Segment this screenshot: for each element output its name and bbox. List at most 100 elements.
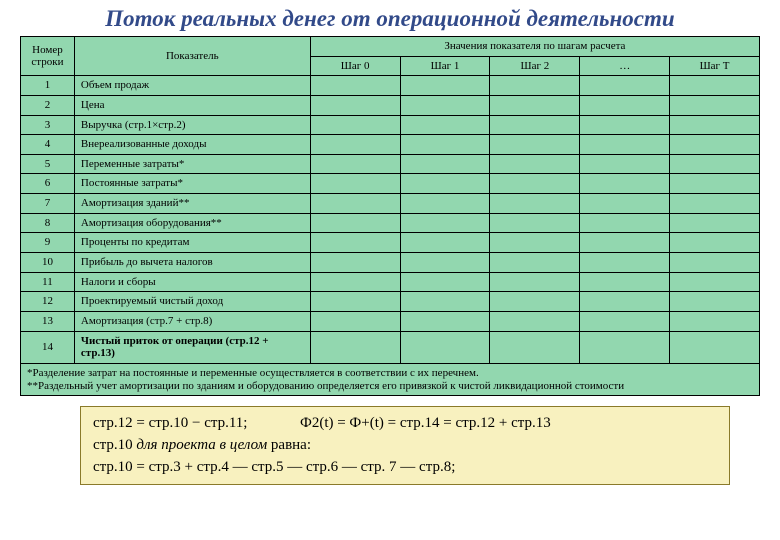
value-cell (400, 194, 490, 214)
table-row: 3Выручка (стр.1×стр.2) (21, 115, 760, 135)
value-cell (670, 115, 760, 135)
cashflow-table: Номер строки Показатель Значения показат… (20, 36, 760, 396)
value-cell (670, 292, 760, 312)
value-cell (670, 272, 760, 292)
value-cell (580, 311, 670, 331)
value-cell (670, 174, 760, 194)
col-header-num: Номер строки (21, 37, 75, 76)
step-header: Шаг 1 (400, 56, 490, 76)
value-cell (400, 135, 490, 155)
value-cell (580, 154, 670, 174)
value-cell (490, 154, 580, 174)
value-cell (310, 76, 400, 96)
value-cell (670, 76, 760, 96)
row-label: Постоянные затраты* (74, 174, 310, 194)
value-cell (400, 331, 490, 363)
value-cell (310, 154, 400, 174)
value-cell (670, 194, 760, 214)
row-number: 8 (21, 213, 75, 233)
value-cell (490, 194, 580, 214)
row-number: 10 (21, 253, 75, 273)
value-cell (670, 233, 760, 253)
row-label: Проценты по кредитам (74, 233, 310, 253)
formula-line-3: стр.10 = стр.3 + стр.4 — стр.5 — стр.6 —… (93, 457, 717, 479)
table-footnote: *Разделение затрат на постоянные и перем… (21, 363, 760, 395)
value-cell (490, 311, 580, 331)
value-cell (310, 331, 400, 363)
value-cell (580, 76, 670, 96)
row-label: Проектируемый чистый доход (74, 292, 310, 312)
value-cell (310, 115, 400, 135)
value-cell (490, 174, 580, 194)
row-number: 14 (21, 331, 75, 363)
row-number: 3 (21, 115, 75, 135)
step-header: Шаг T (670, 56, 760, 76)
value-cell (310, 272, 400, 292)
value-cell (580, 272, 670, 292)
value-cell (490, 76, 580, 96)
value-cell (580, 174, 670, 194)
row-label: Объем продаж (74, 76, 310, 96)
value-cell (490, 135, 580, 155)
step-header: Шаг 0 (310, 56, 400, 76)
col-header-indicator: Показатель (74, 37, 310, 76)
value-cell (580, 292, 670, 312)
value-cell (580, 253, 670, 273)
row-label: Выручка (стр.1×стр.2) (74, 115, 310, 135)
value-cell (580, 331, 670, 363)
value-cell (490, 233, 580, 253)
row-number: 6 (21, 174, 75, 194)
value-cell (490, 331, 580, 363)
row-number: 12 (21, 292, 75, 312)
value-cell (670, 135, 760, 155)
row-label: Амортизация оборудования** (74, 213, 310, 233)
table-row: 11Налоги и сборы (21, 272, 760, 292)
value-cell (400, 115, 490, 135)
value-cell (580, 115, 670, 135)
value-cell (400, 213, 490, 233)
table-row: 13Амортизация (стр.7 + стр.8) (21, 311, 760, 331)
value-cell (310, 311, 400, 331)
value-cell (310, 194, 400, 214)
value-cell (400, 95, 490, 115)
value-cell (400, 311, 490, 331)
value-cell (310, 292, 400, 312)
value-cell (580, 135, 670, 155)
value-cell (400, 272, 490, 292)
table-row: 9Проценты по кредитам (21, 233, 760, 253)
formula-line-1: стр.12 = стр.10 − стр.11; Ф2(t) = Ф+(t) … (93, 413, 717, 435)
value-cell (580, 194, 670, 214)
value-cell (310, 174, 400, 194)
row-label: Амортизация (стр.7 + стр.8) (74, 311, 310, 331)
value-cell (490, 115, 580, 135)
table-row: 6Постоянные затраты* (21, 174, 760, 194)
row-label: Налоги и сборы (74, 272, 310, 292)
row-number: 11 (21, 272, 75, 292)
value-cell (670, 331, 760, 363)
table-row: 7Амортизация зданий** (21, 194, 760, 214)
value-cell (310, 95, 400, 115)
value-cell (670, 95, 760, 115)
value-cell (490, 253, 580, 273)
row-number: 1 (21, 76, 75, 96)
value-cell (310, 233, 400, 253)
value-cell (490, 272, 580, 292)
value-cell (490, 213, 580, 233)
value-cell (400, 76, 490, 96)
row-number: 2 (21, 95, 75, 115)
value-cell (670, 154, 760, 174)
table-row: 1Объем продаж (21, 76, 760, 96)
value-cell (310, 135, 400, 155)
value-cell (670, 311, 760, 331)
value-cell (400, 174, 490, 194)
table-row: 12Проектируемый чистый доход (21, 292, 760, 312)
value-cell (400, 233, 490, 253)
value-cell (670, 213, 760, 233)
table-row: 2Цена (21, 95, 760, 115)
formula-line-2: стр.10 для проекта в целом равна: (93, 435, 717, 457)
value-cell (670, 253, 760, 273)
value-cell (580, 95, 670, 115)
table-row: 4Внереализованные доходы (21, 135, 760, 155)
step-header: … (580, 56, 670, 76)
row-number: 7 (21, 194, 75, 214)
